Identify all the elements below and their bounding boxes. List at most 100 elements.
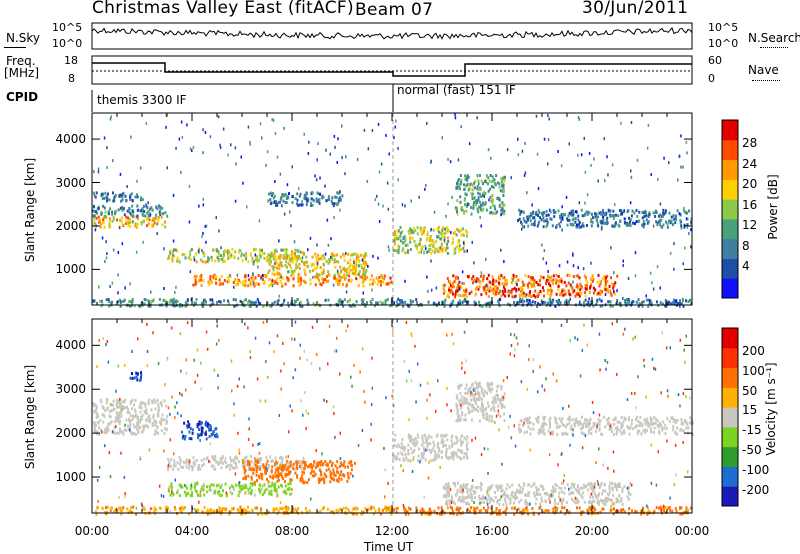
rti-noise-cell bbox=[673, 242, 675, 246]
rti-cell bbox=[462, 233, 465, 237]
rti-cell bbox=[355, 267, 358, 271]
rti-noise-cell bbox=[683, 206, 685, 210]
rti-cell bbox=[457, 293, 460, 297]
rti-cell bbox=[409, 248, 412, 252]
rti-cell bbox=[618, 494, 621, 498]
rti-cell bbox=[454, 484, 457, 488]
rti-cell bbox=[417, 454, 420, 458]
rti-cell bbox=[433, 251, 436, 254]
rti-cell bbox=[340, 270, 343, 274]
rti-noise-cell bbox=[540, 299, 543, 303]
rti-cell bbox=[183, 490, 186, 494]
rti-cell bbox=[408, 459, 411, 463]
rti-cell bbox=[268, 489, 271, 493]
rti-cell bbox=[662, 208, 665, 212]
rti-cell bbox=[465, 397, 468, 401]
rti-cell bbox=[219, 282, 222, 286]
rti-cell bbox=[423, 250, 426, 254]
rti-noise-cell bbox=[630, 169, 632, 173]
rti-cell bbox=[261, 493, 264, 497]
rti-cell bbox=[436, 247, 439, 251]
rti-cell bbox=[665, 302, 667, 306]
rti-noise-cell bbox=[292, 195, 294, 199]
rti-cell bbox=[126, 411, 129, 414]
rti-cell bbox=[553, 215, 556, 219]
rti-noise-cell bbox=[441, 136, 443, 140]
rti-cell bbox=[645, 214, 648, 218]
rti-cell bbox=[552, 211, 555, 215]
rti-cell bbox=[621, 503, 624, 507]
rti-cell bbox=[491, 415, 493, 419]
rti-cell bbox=[137, 419, 140, 423]
rti-cell bbox=[557, 502, 560, 506]
rti-cell bbox=[247, 505, 249, 509]
rti-noise-cell bbox=[377, 256, 379, 260]
rti-cell bbox=[413, 444, 416, 448]
rti-cell bbox=[304, 507, 307, 510]
rti-cell bbox=[605, 496, 607, 500]
rti-cell bbox=[420, 246, 423, 250]
rti-cell bbox=[497, 291, 500, 295]
rti-cell bbox=[585, 302, 588, 306]
rti-cell bbox=[240, 507, 243, 511]
rti-noise-cell bbox=[297, 187, 300, 191]
rti-cell bbox=[149, 207, 152, 211]
rti-cell bbox=[299, 192, 302, 196]
rti-cell bbox=[280, 195, 283, 199]
rti-cell bbox=[281, 248, 284, 252]
rti-cell bbox=[304, 273, 307, 276]
rti-cell bbox=[113, 510, 116, 514]
rti-cell bbox=[549, 494, 552, 498]
rti-cell bbox=[127, 216, 130, 220]
rti-cell bbox=[455, 406, 458, 410]
rti-cell bbox=[486, 182, 489, 186]
rti-cell bbox=[524, 499, 527, 503]
rti-cell bbox=[331, 510, 334, 514]
rti-cell bbox=[321, 278, 324, 282]
rti-cell bbox=[283, 256, 286, 260]
rti-cell bbox=[437, 250, 440, 253]
rti-cell bbox=[536, 304, 539, 308]
rti-noise-cell bbox=[394, 125, 396, 129]
rti-cell bbox=[134, 433, 137, 436]
rti-cell bbox=[179, 507, 181, 511]
rti-cell bbox=[437, 453, 440, 457]
rti-cell bbox=[269, 304, 271, 308]
rti-cell bbox=[243, 471, 246, 475]
rti-cell bbox=[620, 422, 623, 426]
rti-noise-cell bbox=[433, 210, 436, 214]
rti-cell bbox=[343, 258, 346, 262]
rti-cell bbox=[351, 271, 354, 275]
rti-cell bbox=[526, 430, 528, 434]
rti-cell bbox=[527, 503, 530, 506]
rti-cell bbox=[455, 233, 458, 237]
rti-cell bbox=[193, 301, 196, 305]
rti-cell bbox=[216, 435, 219, 439]
rti-cell bbox=[535, 493, 538, 496]
rti-cell bbox=[335, 202, 338, 206]
rti-cell bbox=[419, 458, 422, 462]
rti-cell bbox=[470, 487, 473, 491]
rti-cell bbox=[375, 276, 378, 280]
rti-cell bbox=[165, 427, 168, 431]
rti-noise-cell bbox=[218, 229, 220, 233]
rti-cell bbox=[195, 298, 198, 302]
rti-cell bbox=[484, 407, 487, 411]
rti-cell bbox=[181, 253, 184, 257]
rti-noise-cell bbox=[586, 193, 589, 197]
rti-cell bbox=[478, 395, 481, 399]
rti-cell bbox=[287, 262, 290, 266]
rti-cell bbox=[455, 245, 458, 249]
rti-cell bbox=[481, 387, 484, 391]
rti-cell bbox=[556, 300, 559, 304]
rti-cell bbox=[484, 302, 487, 306]
rti-cell bbox=[291, 257, 294, 261]
rti-cell bbox=[296, 198, 299, 202]
rti-cell bbox=[423, 229, 426, 233]
rti-noise-cell bbox=[549, 208, 551, 212]
rti-cell bbox=[346, 261, 349, 265]
rti-cell bbox=[513, 286, 516, 290]
rti-noise-cell bbox=[680, 165, 682, 169]
rti-cell bbox=[273, 272, 276, 276]
rti-cell bbox=[140, 373, 143, 377]
